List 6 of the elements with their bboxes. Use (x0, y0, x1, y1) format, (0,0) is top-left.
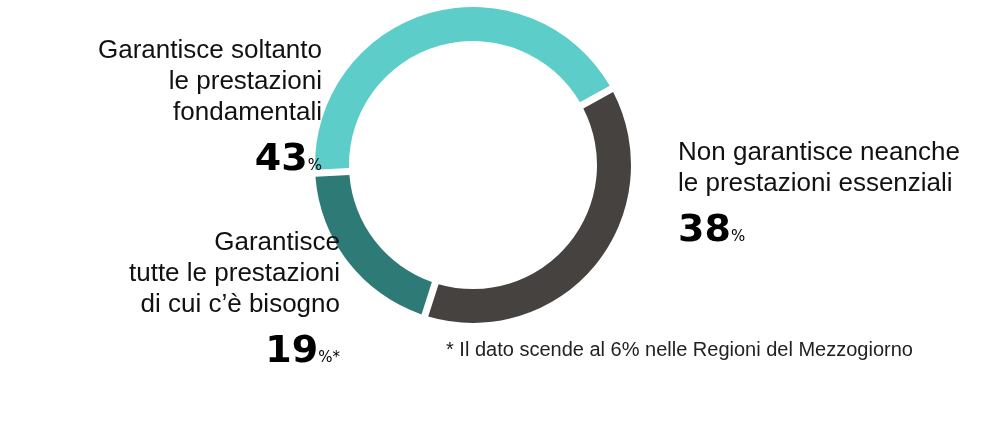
data-label: 43% (254, 135, 322, 179)
slice-label: Non garantisce neanche le prestazioni essenziali (678, 136, 960, 197)
data-label: 38% (678, 206, 746, 250)
slice-label: Garantisce soltanto le prestazioni fondamentali (97, 34, 322, 126)
text: * Il dato scende al 6% nelle Regioni del Mezzogiorno (446, 338, 913, 360)
data-label: 19%* (265, 327, 341, 371)
